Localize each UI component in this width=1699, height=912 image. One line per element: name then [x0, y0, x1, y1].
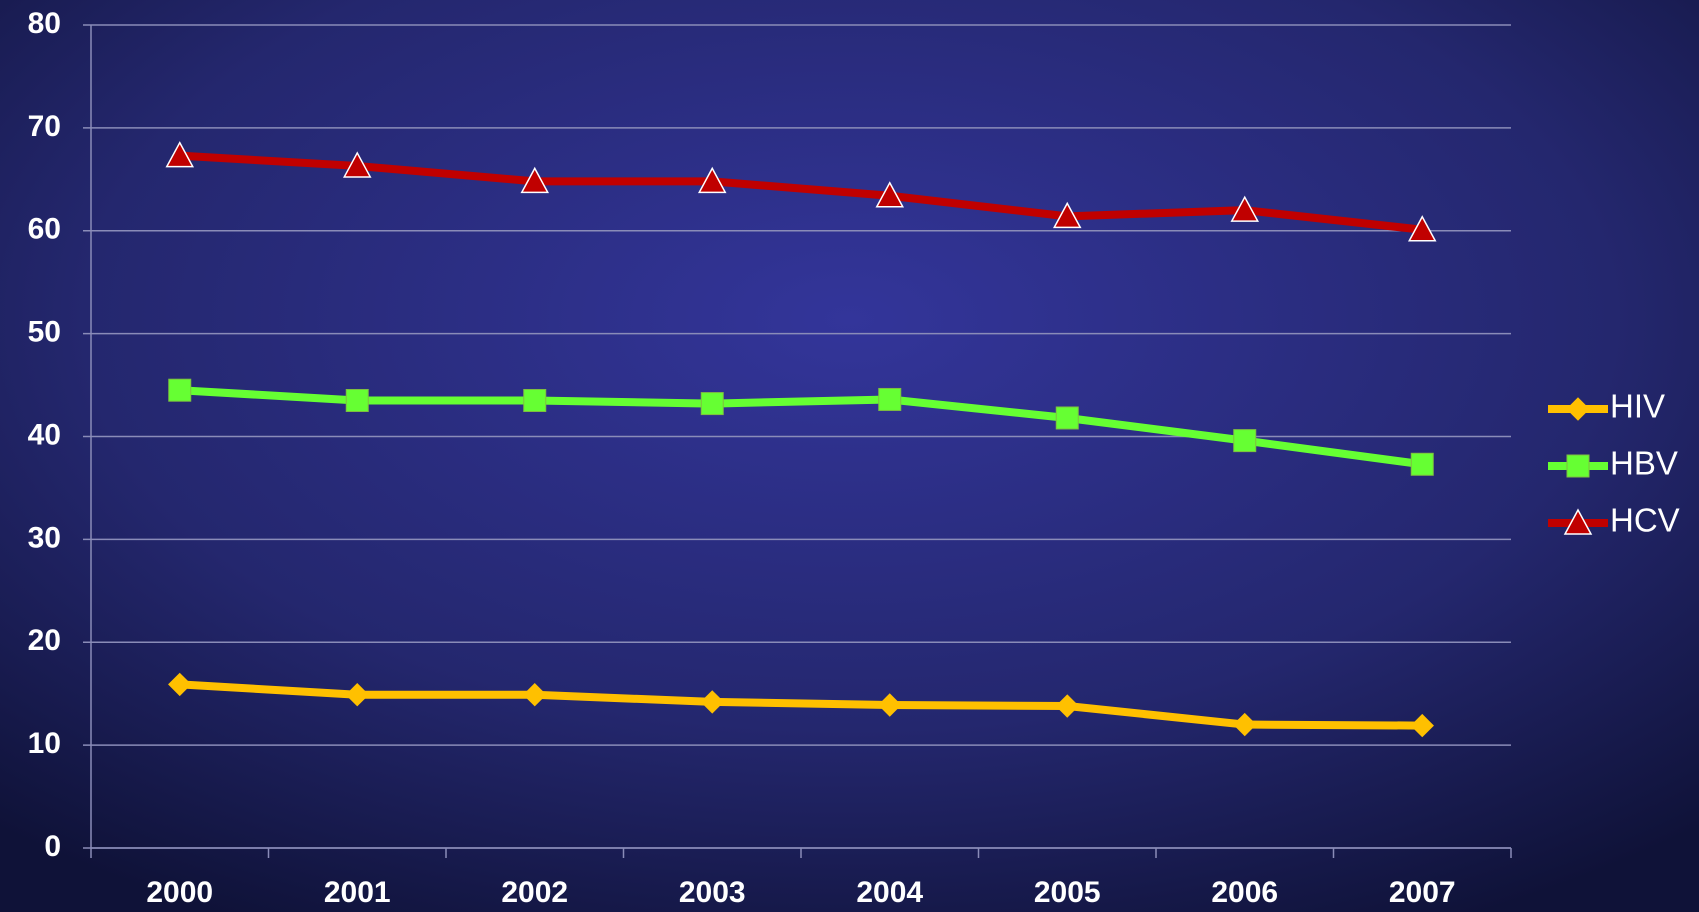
x-tick-label: 2003 [679, 876, 746, 909]
data-point [878, 387, 902, 411]
legend-marker [1563, 508, 1593, 535]
series-line [179, 386, 1423, 469]
series-line [179, 680, 1423, 730]
data-point [1407, 215, 1437, 242]
data-point [345, 388, 369, 412]
x-tick-label: 2006 [1211, 876, 1278, 909]
x-tick-label: 2002 [501, 876, 568, 909]
data-point [1410, 452, 1434, 476]
y-tick-label: 30 [28, 521, 61, 554]
x-tick-label: 2001 [324, 876, 391, 909]
data-point [1410, 713, 1434, 738]
data-point [1233, 429, 1257, 453]
data-point [523, 388, 547, 412]
y-tick-label: 0 [44, 830, 61, 863]
x-tick-label: 2007 [1389, 876, 1456, 909]
data-point [1055, 406, 1079, 430]
data-point [168, 378, 192, 402]
x-tick-label: 2004 [856, 876, 923, 909]
y-tick-label: 70 [28, 110, 61, 143]
x-tick-label: 2005 [1034, 876, 1101, 909]
data-point [342, 151, 372, 178]
series-line [179, 151, 1423, 234]
y-tick-label: 40 [28, 418, 61, 451]
legend-marker [1566, 397, 1590, 421]
data-point [878, 693, 902, 717]
y-tick-label: 10 [28, 727, 61, 760]
legend-marker [1566, 454, 1590, 478]
data-point [345, 683, 369, 707]
data-point [700, 392, 724, 416]
data-point [1052, 201, 1082, 229]
data-point [697, 166, 727, 194]
data-point [700, 690, 724, 714]
data-point [168, 672, 192, 697]
data-point [165, 141, 195, 168]
data-point [520, 166, 550, 194]
x-tick-label: 2000 [146, 876, 213, 909]
data-point [1055, 694, 1079, 718]
y-tick-label: 60 [28, 213, 61, 246]
y-tick-label: 80 [28, 7, 61, 40]
data-point [1233, 712, 1257, 737]
y-tick-label: 20 [28, 624, 61, 657]
legend-label: HBV [1610, 445, 1678, 482]
data-point [1230, 195, 1260, 222]
legend-label: HCV [1610, 502, 1680, 539]
data-point [523, 683, 547, 707]
y-tick-label: 50 [28, 316, 61, 349]
data-point [875, 181, 905, 208]
legend-label: HIV [1610, 388, 1665, 425]
